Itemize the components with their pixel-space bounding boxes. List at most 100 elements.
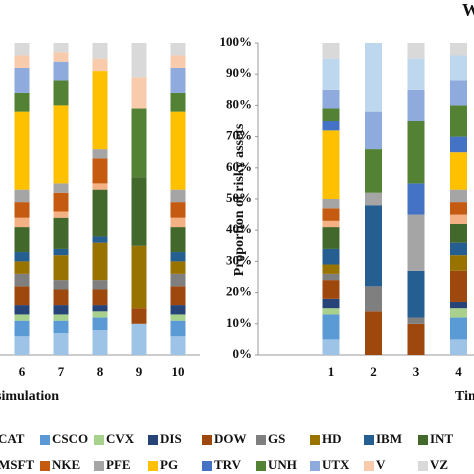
- bar-segment: [170, 273, 186, 287]
- bar-segment: [365, 43, 382, 112]
- legend-swatch: [310, 435, 320, 445]
- bar-segment: [170, 252, 186, 262]
- bar-segment: [322, 43, 340, 59]
- legend-swatch: [94, 435, 104, 445]
- legend-label: IBM: [376, 431, 402, 446]
- bar-segment: [53, 280, 69, 290]
- bar-segment: [170, 43, 186, 56]
- legend-label: MSFT: [0, 457, 34, 472]
- bar-segment: [14, 336, 30, 355]
- bar-segment: [53, 211, 69, 218]
- bar-segment: [407, 214, 425, 271]
- bar-segment: [322, 58, 340, 90]
- bar-segment: [53, 248, 69, 256]
- bar-segment: [407, 317, 425, 324]
- bar-segment: [53, 289, 69, 306]
- bar-segment: [14, 217, 30, 228]
- legend-label: CSCO: [52, 431, 88, 446]
- bar-segment: [450, 80, 467, 106]
- bar-segment: [53, 314, 69, 321]
- bar-segment: [365, 192, 382, 206]
- x-tick-label: 9: [136, 364, 143, 379]
- bar-segment: [170, 202, 186, 218]
- bar-segment: [450, 270, 467, 302]
- y-tick-label: 10%: [226, 315, 252, 330]
- bar-segment: [450, 202, 467, 215]
- bar-segment: [170, 314, 186, 321]
- legend-swatch: [418, 435, 428, 445]
- bar-segment: [14, 305, 30, 315]
- bar-segment: [14, 67, 30, 93]
- bar-segment: [170, 261, 186, 274]
- legend-label: INT: [430, 431, 453, 446]
- bar-segment: [170, 305, 186, 315]
- bar-segment: [170, 189, 186, 203]
- bar-segment: [14, 92, 30, 112]
- legend-swatch: [310, 461, 320, 471]
- bar-segment: [53, 217, 69, 249]
- bar-segment: [322, 208, 340, 221]
- legend-swatch: [256, 461, 266, 471]
- bar-segment: [170, 286, 186, 306]
- bar-segment: [407, 121, 425, 184]
- x-tick-label: 4: [455, 364, 462, 379]
- legend-swatch: [40, 435, 50, 445]
- bar-segment: [450, 242, 467, 256]
- bar-segment: [407, 323, 425, 355]
- bar-segment: [450, 301, 467, 309]
- legend-label: HD: [322, 431, 342, 446]
- legend-label: UTX: [322, 457, 350, 472]
- bar-segment: [322, 199, 340, 209]
- bar-segment: [450, 43, 467, 56]
- bar-segment: [53, 333, 69, 355]
- bar-segment: [170, 227, 186, 253]
- bar-segment: [450, 214, 467, 224]
- bar-segment: [92, 305, 108, 312]
- bar-segment: [365, 205, 382, 287]
- bar-segment: [131, 245, 147, 309]
- bar-segment: [322, 130, 340, 199]
- bar-segment: [92, 242, 108, 281]
- legend-label: NKE: [52, 457, 80, 472]
- y-tick-label: 40%: [226, 221, 252, 236]
- bar-segment: [322, 280, 340, 299]
- x-tick-label: 7: [58, 364, 65, 379]
- y-tick-label: 60%: [226, 159, 252, 174]
- bar-segment: [14, 55, 30, 68]
- bar-segment: [322, 89, 340, 109]
- y-tick-label: 70%: [226, 128, 252, 143]
- x-tick-label: 8: [97, 364, 104, 379]
- bar-segment: [92, 158, 108, 184]
- bar-segment: [170, 67, 186, 93]
- legend-swatch: [202, 435, 212, 445]
- x-tick-label: 6: [19, 364, 26, 379]
- x-tick-label: 10: [172, 364, 185, 379]
- bar-segment: [407, 183, 425, 215]
- bar-segment: [407, 58, 425, 90]
- bar-segment: [365, 311, 382, 355]
- bar-segment: [365, 149, 382, 193]
- bar-segment: [53, 192, 69, 212]
- bar-segment: [322, 339, 340, 355]
- bar-segment: [131, 177, 147, 246]
- bar-segment: [53, 305, 69, 315]
- bar-segment: [53, 61, 69, 81]
- y-tick-label: 0%: [233, 346, 253, 361]
- bar-segment: [131, 308, 147, 324]
- legend-label: DOW: [214, 431, 247, 446]
- bar-segment: [92, 149, 108, 159]
- legend-label: PG: [160, 457, 178, 472]
- bar-segment: [92, 71, 108, 150]
- bar-segment: [92, 236, 108, 243]
- y-axis-label: Proportion of risky assets: [232, 123, 247, 276]
- bar-segment: [450, 189, 467, 203]
- bar-segment: [14, 314, 30, 321]
- legend-label: DIS: [160, 431, 182, 446]
- bar-segment: [322, 298, 340, 309]
- bar-segment: [407, 270, 425, 318]
- bar-segment: [92, 58, 108, 72]
- legend-label: TRV: [214, 457, 242, 472]
- bar-segment: [92, 43, 108, 59]
- legend-swatch: [40, 461, 50, 471]
